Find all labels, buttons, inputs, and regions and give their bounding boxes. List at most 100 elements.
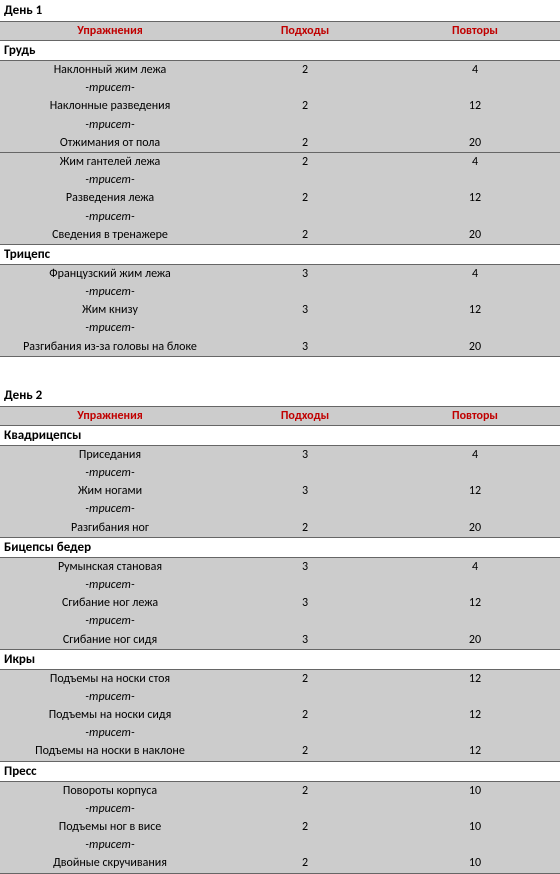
triset-label: -трисет- (0, 836, 220, 854)
cell-reps: 12 (390, 97, 560, 115)
cell-exercise: Подъемы на носки в наклоне (0, 742, 220, 760)
table-row: Подъемы на носки в наклоне212 (0, 742, 560, 761)
cell-exercise: Сгибание ног сидя (0, 631, 220, 649)
table-header: УпражненияПодходыПовторы (0, 406, 560, 426)
triset-label: -трисет- (0, 208, 220, 226)
cell-sets: 2 (220, 97, 390, 115)
table-row: Румынская становая34 (0, 558, 560, 576)
triset-row: -трисет- (0, 724, 560, 742)
cell-empty (390, 116, 560, 134)
cell-sets: 2 (220, 189, 390, 207)
cell-reps: 10 (390, 782, 560, 800)
triset-row: -трисет- (0, 283, 560, 301)
cell-empty (390, 688, 560, 706)
table-row: Сгибание ног сидя320 (0, 631, 560, 650)
cell-reps: 20 (390, 631, 560, 649)
cell-reps: 4 (390, 446, 560, 464)
table-row: Подъемы ног в висе210 (0, 818, 560, 836)
cell-reps: 10 (390, 818, 560, 836)
col-header-sets: Подходы (220, 22, 390, 40)
day-title: День 1 (0, 0, 560, 21)
cell-empty (220, 576, 390, 594)
table-row: Разведения лежа212 (0, 189, 560, 207)
triset-label: -трисет- (0, 171, 220, 189)
cell-empty (390, 612, 560, 630)
triset-label: -трисет- (0, 116, 220, 134)
col-header-sets: Подходы (220, 407, 390, 425)
day-gap (0, 357, 560, 385)
table-row: Сгибание ног лежа312 (0, 594, 560, 612)
table-row: Подъемы на носки стоя212 (0, 670, 560, 688)
triset-row: -трисет- (0, 171, 560, 189)
table-row: Подъемы на носки сидя212 (0, 706, 560, 724)
cell-sets: 3 (220, 594, 390, 612)
group-title: Квадрицепсы (0, 426, 560, 446)
cell-empty (220, 464, 390, 482)
cell-empty (220, 283, 390, 301)
cell-exercise: Румынская становая (0, 558, 220, 576)
table-row: Разгибания ног220 (0, 519, 560, 538)
cell-empty (220, 208, 390, 226)
cell-empty (220, 116, 390, 134)
triset-row: -трисет- (0, 612, 560, 630)
cell-sets: 3 (220, 631, 390, 649)
triset-label: -трисет- (0, 576, 220, 594)
table-row: Жим ногами312 (0, 482, 560, 500)
triset-row: -трисет- (0, 208, 560, 226)
table-row: Наклонный жим лежа24 (0, 61, 560, 79)
cell-reps: 4 (390, 265, 560, 283)
table-row: Жим книзу312 (0, 301, 560, 319)
cell-sets: 2 (220, 61, 390, 79)
group-title: Бицепсы бедер (0, 538, 560, 558)
cell-exercise: Жим ногами (0, 482, 220, 500)
cell-reps: 12 (390, 301, 560, 319)
workout-plan: День 1УпражненияПодходыПовторыГрудьНакло… (0, 0, 560, 874)
cell-sets: 2 (220, 706, 390, 724)
table-row: Наклонные разведения212 (0, 97, 560, 115)
cell-exercise: Наклонный жим лежа (0, 61, 220, 79)
cell-sets: 2 (220, 854, 390, 872)
cell-empty (390, 500, 560, 518)
cell-exercise: Приседания (0, 446, 220, 464)
cell-exercise: Отжимания от пола (0, 134, 220, 152)
triset-row: -трисет- (0, 79, 560, 97)
cell-reps: 12 (390, 189, 560, 207)
cell-reps: 4 (390, 558, 560, 576)
cell-reps: 12 (390, 594, 560, 612)
cell-sets: 2 (220, 782, 390, 800)
triset-label: -трисет- (0, 500, 220, 518)
triset-row: -трисет- (0, 500, 560, 518)
cell-exercise: Подъемы на носки стоя (0, 670, 220, 688)
cell-sets: 3 (220, 301, 390, 319)
table-row: Разгибания из-за головы на блоке320 (0, 338, 560, 357)
table-row: Двойные скручивания210 (0, 854, 560, 873)
triset-label: -трисет- (0, 724, 220, 742)
cell-reps: 20 (390, 519, 560, 537)
col-header-exercise: Упражнения (0, 22, 220, 40)
cell-reps: 12 (390, 742, 560, 760)
triset-label: -трисет- (0, 800, 220, 818)
cell-sets: 2 (220, 742, 390, 760)
cell-empty (390, 208, 560, 226)
table-row: Сведения в тренажере220 (0, 226, 560, 245)
col-header-reps: Повторы (390, 22, 560, 40)
cell-sets: 2 (220, 153, 390, 171)
cell-empty (390, 724, 560, 742)
cell-sets: 2 (220, 519, 390, 537)
cell-empty (390, 800, 560, 818)
cell-sets: 3 (220, 446, 390, 464)
cell-empty (220, 171, 390, 189)
col-header-exercise: Упражнения (0, 407, 220, 425)
cell-empty (390, 319, 560, 337)
table-row: Отжимания от пола220 (0, 134, 560, 153)
day-title: День 2 (0, 385, 560, 406)
triset-row: -трисет- (0, 319, 560, 337)
cell-sets: 2 (220, 670, 390, 688)
cell-empty (390, 79, 560, 97)
triset-row: -трисет- (0, 116, 560, 134)
cell-empty (220, 836, 390, 854)
cell-empty (390, 283, 560, 301)
cell-exercise: Подъемы на носки сидя (0, 706, 220, 724)
group-title: Грудь (0, 41, 560, 61)
cell-sets: 2 (220, 134, 390, 152)
